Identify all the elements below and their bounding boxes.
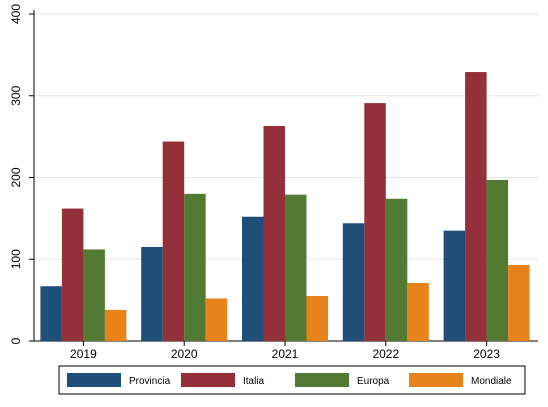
y-tick-label: 400 — [9, 4, 23, 24]
legend-label-italia: Italia — [243, 376, 265, 387]
y-tick-label: 200 — [9, 167, 23, 187]
bar-europa-2020 — [184, 193, 206, 341]
bar-europa-2019 — [83, 249, 105, 341]
bar-mondiale-2023 — [508, 264, 530, 341]
bar-provincia-2022 — [342, 223, 365, 341]
bar-italia-2022 — [364, 103, 386, 341]
legend: Provincia Italia Europa Mondiale — [58, 365, 526, 395]
x-tick-label: 2021 — [272, 347, 299, 361]
bar-europa-2022 — [385, 198, 408, 341]
bar-italia-2020 — [162, 141, 185, 341]
bar-mondiale-2022 — [407, 282, 429, 341]
bar-europa-2021 — [285, 194, 307, 341]
legend-swatch-provincia — [67, 373, 121, 387]
legend-label-europa: Europa — [357, 376, 390, 387]
bar-europa-2023 — [486, 179, 509, 341]
bar-mondiale-2019 — [104, 309, 127, 341]
legend-swatch-italia — [181, 373, 235, 387]
bar-italia-2021 — [263, 125, 285, 341]
x-tick-label: 2023 — [473, 347, 500, 361]
bar-provincia-2020 — [141, 246, 163, 341]
bar-provincia-2021 — [242, 216, 264, 341]
y-tick-label: 0 — [9, 337, 23, 344]
bar-italia-2023 — [465, 72, 487, 341]
bars — [40, 72, 530, 341]
x-axis: 2019 2020 2021 2022 2023 — [34, 340, 538, 361]
x-tick-label: 2020 — [171, 347, 198, 361]
legend-swatch-europa — [295, 373, 349, 387]
y-tick-label: 300 — [9, 85, 23, 105]
bar-mondiale-2020 — [205, 298, 228, 341]
x-tick-label: 2022 — [372, 347, 399, 361]
legend-label-mondiale: Mondiale — [471, 376, 512, 387]
bar-mondiale-2021 — [306, 296, 328, 341]
legend-swatch-mondiale — [409, 373, 463, 387]
bar-italia-2019 — [61, 208, 84, 341]
x-tick-label: 2019 — [70, 347, 97, 361]
bar-provincia-2023 — [443, 230, 466, 341]
y-axis: 0 100 200 300 400 — [9, 4, 35, 344]
y-tick-label: 100 — [9, 249, 23, 269]
bar-provincia-2019 — [40, 286, 62, 341]
legend-label-provincia: Provincia — [129, 376, 171, 387]
